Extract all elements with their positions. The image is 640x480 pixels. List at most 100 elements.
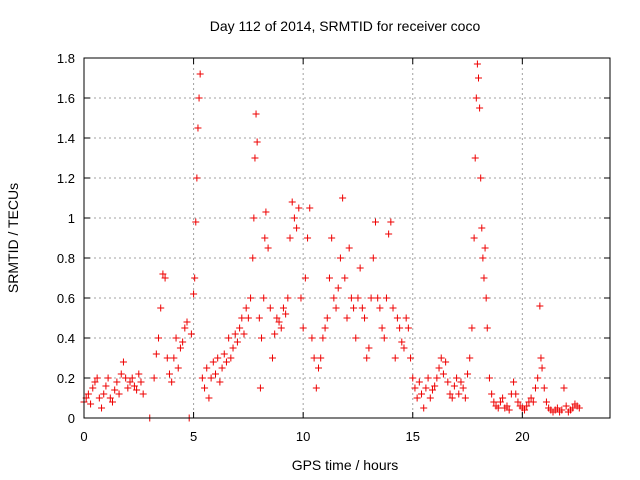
data-point xyxy=(358,304,366,312)
data-point xyxy=(490,398,498,406)
data-point xyxy=(212,370,219,378)
data-point xyxy=(128,374,136,382)
data-point xyxy=(361,314,369,322)
data-point xyxy=(93,374,101,382)
data-point xyxy=(480,274,488,282)
data-point xyxy=(297,294,305,302)
data-point xyxy=(207,374,215,382)
data-point xyxy=(306,204,314,212)
data-point xyxy=(562,402,570,410)
data-point xyxy=(540,384,548,392)
data-point xyxy=(380,334,388,342)
data-point xyxy=(308,334,316,342)
data-point xyxy=(471,154,479,162)
y-tick-label: 1 xyxy=(68,211,75,226)
data-point xyxy=(273,314,281,322)
x-tick-label: 20 xyxy=(515,429,529,444)
data-point xyxy=(268,354,276,362)
data-point xyxy=(367,294,375,302)
data-point xyxy=(250,214,258,222)
data-point xyxy=(310,354,318,362)
data-point xyxy=(100,390,108,398)
data-point xyxy=(192,218,200,226)
data-point xyxy=(304,234,312,242)
data-point xyxy=(433,374,441,382)
data-point xyxy=(227,354,235,362)
data-point xyxy=(255,314,263,322)
data-point xyxy=(510,378,518,386)
data-point xyxy=(205,394,213,402)
data-point xyxy=(231,330,239,338)
y-tick-label: 1.2 xyxy=(57,171,75,186)
data-point xyxy=(319,334,327,342)
data-point xyxy=(135,370,143,378)
data-point xyxy=(225,334,233,342)
data-point xyxy=(187,330,195,338)
data-point xyxy=(203,364,211,372)
data-point xyxy=(514,398,522,406)
data-point xyxy=(354,294,362,302)
grid-lines xyxy=(84,58,610,418)
data-point xyxy=(461,394,469,402)
data-point xyxy=(95,394,103,402)
data-point xyxy=(286,234,294,242)
data-point xyxy=(181,324,189,332)
data-point xyxy=(553,404,561,412)
data-point xyxy=(256,384,264,392)
data-point xyxy=(345,244,353,252)
data-point xyxy=(391,354,399,362)
y-axis-label: SRMTID / TECUs xyxy=(5,183,21,293)
data-point xyxy=(179,338,187,346)
data-point xyxy=(249,254,257,262)
data-point xyxy=(170,354,178,362)
data-point xyxy=(455,390,463,398)
data-point xyxy=(216,378,224,386)
data-point xyxy=(560,384,568,392)
data-point xyxy=(220,350,228,358)
data-point xyxy=(133,386,141,394)
data-point xyxy=(356,264,364,272)
data-points xyxy=(80,60,583,422)
data-point xyxy=(343,314,351,322)
data-point xyxy=(494,404,502,412)
data-point xyxy=(481,244,489,252)
data-point xyxy=(157,304,165,312)
data-point xyxy=(218,364,226,372)
data-point xyxy=(536,302,544,310)
data-point xyxy=(238,314,246,322)
data-point xyxy=(369,254,377,262)
data-point xyxy=(475,74,482,82)
data-point xyxy=(325,274,333,282)
data-point xyxy=(477,174,485,182)
data-point xyxy=(271,330,279,338)
data-point xyxy=(275,318,283,326)
data-point xyxy=(260,294,268,302)
data-point xyxy=(542,398,550,406)
data-point xyxy=(130,382,138,390)
data-point xyxy=(457,378,465,386)
data-point xyxy=(113,378,121,386)
data-point xyxy=(505,406,513,414)
data-point xyxy=(371,218,379,226)
data-point xyxy=(258,334,266,342)
data-point xyxy=(165,370,173,378)
data-point xyxy=(195,94,203,102)
data-point xyxy=(450,382,458,390)
data-point xyxy=(152,350,160,358)
data-point xyxy=(191,274,199,282)
data-point xyxy=(288,198,296,206)
data-point xyxy=(402,314,410,322)
data-point xyxy=(194,124,202,132)
chart-title: Day 112 of 2014, SRMTID for receiver coc… xyxy=(210,18,481,34)
data-point xyxy=(137,378,145,386)
data-point xyxy=(266,304,274,312)
data-point xyxy=(350,304,358,312)
data-point xyxy=(444,378,452,386)
data-point xyxy=(435,364,443,372)
data-point xyxy=(446,390,454,398)
data-point xyxy=(290,214,298,222)
data-point xyxy=(168,378,176,386)
data-point xyxy=(193,174,201,182)
data-point xyxy=(339,194,347,202)
data-point xyxy=(411,384,419,392)
